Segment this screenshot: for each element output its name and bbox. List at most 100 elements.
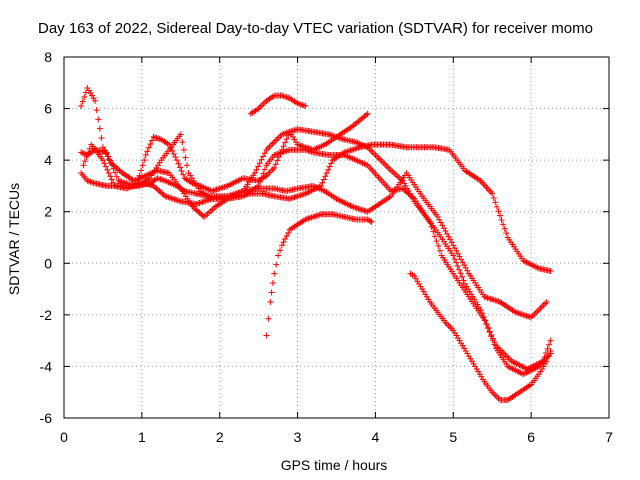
data-point [520,311,527,318]
data-point [352,145,359,152]
ticks: 0 1 2 3 4 5 6 7 -6 -4 -2 0 2 4 6 8 [40,49,614,445]
data-point [402,188,409,195]
series-track-d [80,131,554,378]
data-point [89,179,96,186]
data-point [401,186,408,193]
data-point [93,107,100,114]
data-point [297,142,304,149]
y-tick-label: -4 [40,358,53,374]
data-point [355,205,362,212]
data-point [213,186,220,193]
data-point [279,92,285,99]
data-point [370,150,377,157]
data-point [289,127,296,134]
data-point [142,151,149,158]
data-point [279,146,285,153]
data-point [251,170,258,177]
data-point [107,173,114,180]
data-point [488,333,495,340]
data-point [169,147,176,154]
data-point [440,225,447,232]
data-point [456,266,463,273]
data-point [529,312,536,319]
data-point [399,185,406,192]
data-point [314,212,321,219]
data-point [460,277,467,284]
data-point [282,236,289,243]
data-point [134,177,141,184]
data-point [141,157,148,164]
series-track-c [78,84,554,373]
data-point [192,206,199,213]
data-point [297,192,304,199]
data-point [283,232,290,239]
data-point [454,263,461,270]
data-point [144,148,151,155]
data-point [196,210,203,217]
data-point [282,93,289,100]
data-point [180,171,187,178]
data-point [269,140,276,147]
series-track-h [407,270,554,403]
data-point [547,347,554,354]
data-point [274,157,281,164]
data-point [358,206,365,213]
data-point [260,100,267,107]
data-point [487,295,494,302]
data-point [277,247,284,254]
y-tick-label: 4 [44,152,52,168]
data-point [289,194,296,201]
data-point [448,325,455,332]
data-point [504,353,511,360]
data-point [268,289,275,296]
data-point [90,179,97,186]
series-track-e [134,110,371,195]
data-point [195,208,202,215]
data-point [517,310,524,317]
data-point [271,139,278,146]
data-point [166,194,173,201]
data-point [179,139,186,146]
data-point [373,153,380,160]
data-point [96,125,103,132]
data-point [451,256,458,263]
data-point [216,185,223,192]
data-point [525,313,532,320]
x-tick-label: 5 [449,429,457,445]
data-point [369,148,376,155]
data-point [285,132,292,139]
data-point [112,169,119,176]
y-tick-label: 6 [44,101,52,117]
data-point [174,197,181,204]
data-point [353,205,360,212]
data-point [319,179,326,186]
data-point [316,211,323,218]
data-point [139,162,146,169]
data-point [272,161,279,168]
data-point [269,280,276,287]
data-point [308,214,315,221]
data-point [210,187,217,194]
data-point [170,150,177,157]
data-point [464,267,471,274]
data-point [493,203,500,210]
data-point [547,337,554,344]
data-point [198,211,205,218]
data-point [279,131,285,138]
data-point [170,195,176,202]
data-point [166,141,173,148]
data-point [458,256,465,263]
data-point [431,233,438,240]
data-point [157,189,164,196]
data-point [291,194,298,201]
data-point [218,184,225,191]
data-point [302,102,309,109]
data-point [109,161,116,168]
data-point [190,204,197,211]
data-point [150,182,157,189]
data-point [501,225,508,232]
data-point [260,153,267,160]
data-point [157,176,164,183]
data-point [539,303,546,310]
data-point [273,261,280,268]
